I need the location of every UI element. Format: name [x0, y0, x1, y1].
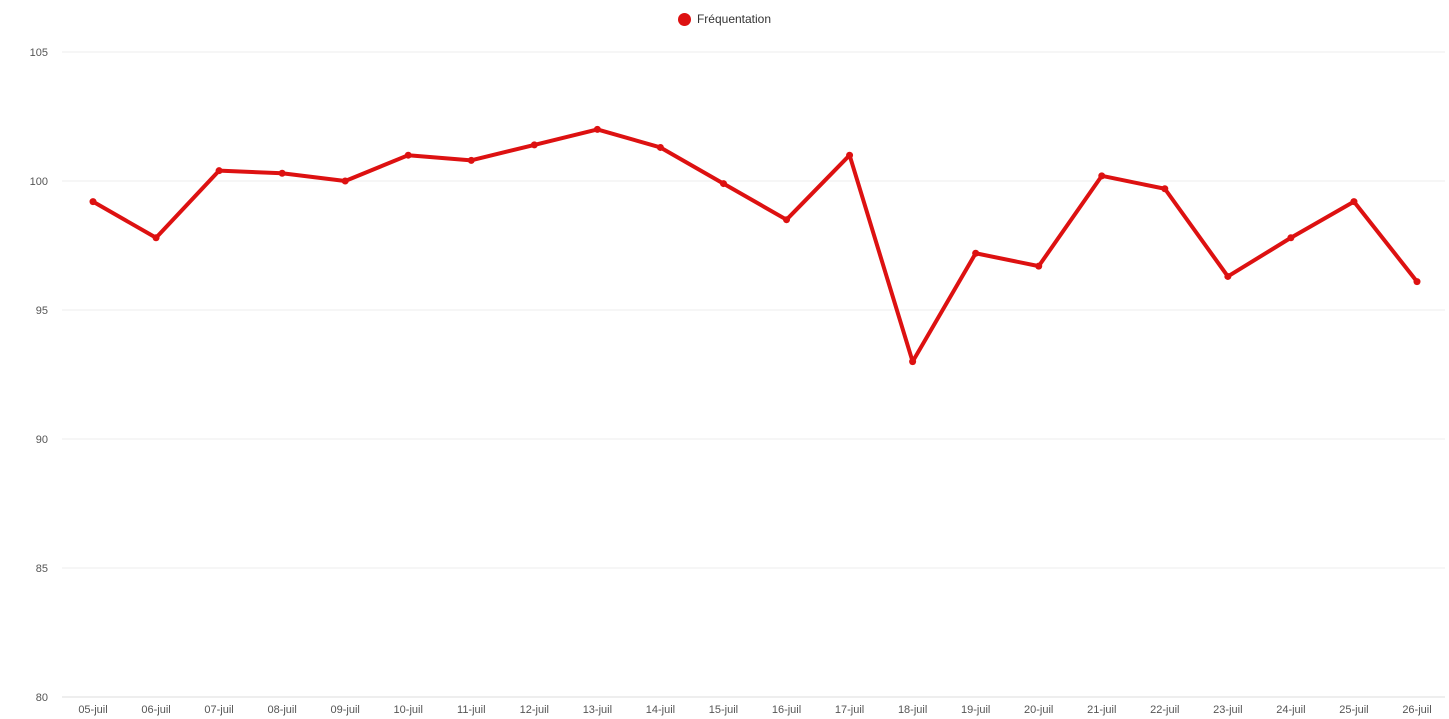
y-tick-label: 90 — [36, 434, 48, 446]
data-point[interactable] — [909, 358, 917, 366]
x-tick-label: 11-juil — [457, 704, 486, 716]
x-tick-label: 23-juil — [1213, 704, 1242, 716]
x-tick-label: 16-juil — [772, 704, 801, 716]
x-tick-label: 05-juil — [78, 704, 107, 716]
data-point[interactable] — [719, 180, 727, 188]
x-tick-label: 24-juil — [1276, 704, 1305, 716]
x-tick-label: 10-juil — [394, 704, 423, 716]
chart-legend[interactable]: Fréquentation — [0, 12, 1449, 26]
x-tick-label: 08-juil — [267, 704, 296, 716]
x-tick-label: 21-juil — [1087, 704, 1116, 716]
data-point[interactable] — [1161, 185, 1169, 193]
data-point[interactable] — [972, 249, 980, 257]
legend-label: Fréquentation — [696, 12, 772, 26]
y-tick-label: 80 — [36, 692, 48, 704]
data-point[interactable] — [152, 234, 160, 242]
x-tick-label: 19-juil — [961, 704, 990, 716]
x-tick-label: 06-juil — [141, 704, 170, 716]
x-tick-label: 12-juil — [520, 704, 549, 716]
x-tick-label: 22-juil — [1150, 704, 1179, 716]
x-tick-label: 25-juil — [1339, 704, 1368, 716]
data-point[interactable] — [404, 151, 412, 159]
y-tick-label: 85 — [36, 563, 48, 575]
x-tick-label: 13-juil — [583, 704, 612, 716]
data-point[interactable] — [278, 169, 286, 177]
data-point[interactable] — [467, 156, 475, 164]
legend-swatch-icon — [677, 12, 691, 26]
x-tick-label: 09-juil — [331, 704, 360, 716]
data-point[interactable] — [341, 177, 349, 185]
data-point[interactable] — [1350, 198, 1358, 206]
x-tick-label: 17-juil — [835, 704, 864, 716]
x-tick-label: 07-juil — [204, 704, 233, 716]
y-tick-label: 95 — [36, 305, 48, 317]
data-point[interactable] — [1224, 272, 1232, 280]
data-point[interactable] — [1413, 278, 1421, 286]
data-point[interactable] — [530, 141, 538, 149]
data-point[interactable] — [656, 143, 664, 151]
y-tick-label: 100 — [30, 176, 48, 188]
data-point[interactable] — [783, 216, 791, 224]
data-point[interactable] — [1098, 172, 1106, 180]
x-tick-label: 15-juil — [709, 704, 738, 716]
x-tick-label: 26-juil — [1402, 704, 1431, 716]
y-tick-label: 105 — [30, 47, 48, 59]
data-point[interactable] — [89, 198, 97, 206]
x-tick-label: 20-juil — [1024, 704, 1053, 716]
data-point[interactable] — [1287, 234, 1295, 242]
data-point[interactable] — [215, 167, 223, 175]
x-tick-label: 14-juil — [646, 704, 675, 716]
series-line[interactable] — [91, 127, 1419, 364]
data-point[interactable] — [1035, 262, 1043, 270]
data-point[interactable] — [593, 125, 601, 133]
x-tick-label: 18-juil — [898, 704, 927, 716]
data-point[interactable] — [846, 151, 854, 159]
